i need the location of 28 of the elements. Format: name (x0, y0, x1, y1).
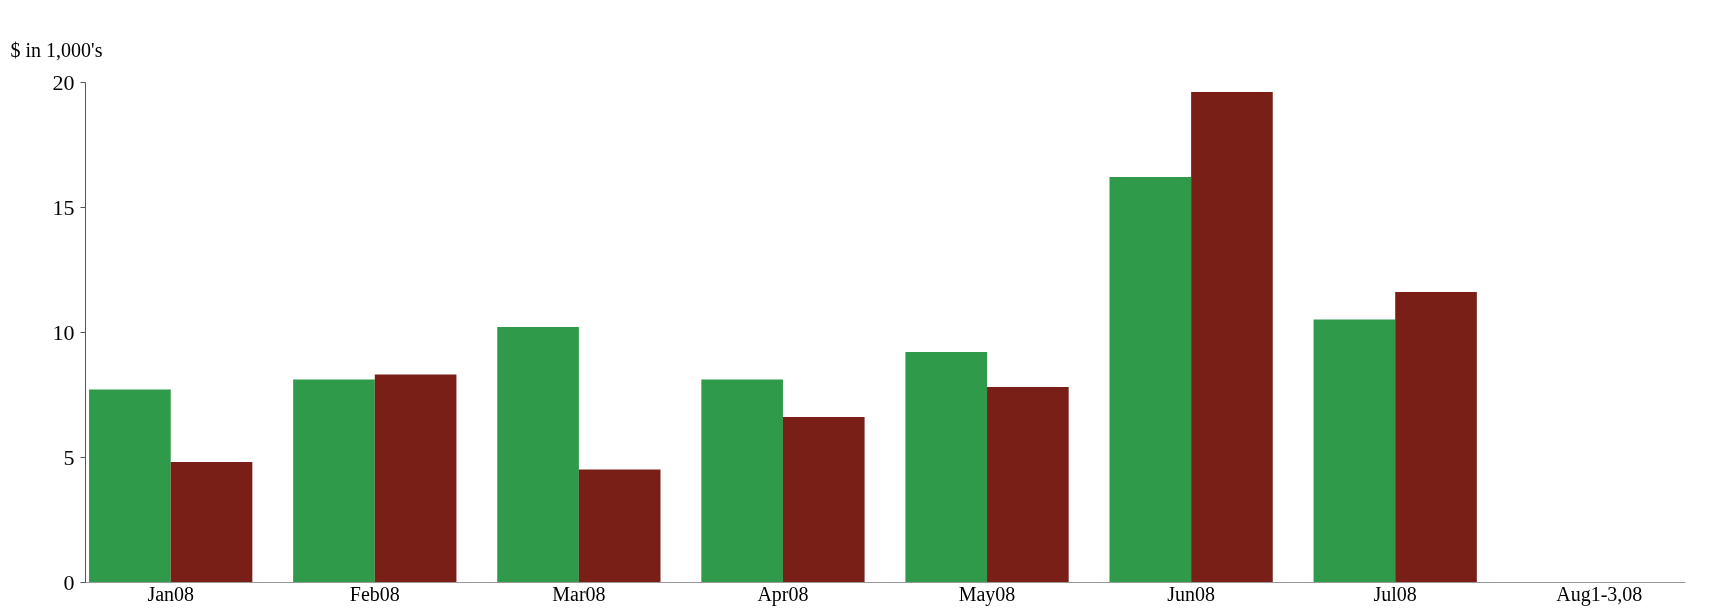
y-tick-label: 5 (63, 444, 75, 470)
y-tick-label: 20 (52, 69, 75, 95)
bar (293, 379, 375, 582)
x-tick-label: Jul08 (1373, 582, 1417, 605)
bar (170, 462, 253, 582)
bar (374, 374, 457, 582)
bar (497, 327, 579, 582)
x-tick-label: Mar08 (552, 582, 606, 605)
bar (1109, 177, 1192, 582)
x-tick-label: Apr08 (757, 582, 809, 606)
x-tick-label: Jun08 (1167, 582, 1216, 605)
y-tick-label: 15 (52, 194, 75, 220)
y-tick-label: 0 (63, 569, 75, 595)
x-tick-label: Aug1-3,08 (1556, 582, 1643, 606)
bar (905, 352, 988, 582)
bar (701, 379, 783, 582)
x-tick-label: Jan08 (147, 582, 195, 605)
bar (987, 387, 1069, 582)
bar (89, 389, 171, 582)
x-tick-label: May08 (958, 582, 1016, 606)
bar (578, 469, 661, 582)
bar (1191, 92, 1273, 582)
bar (1395, 292, 1477, 582)
bar (782, 417, 865, 582)
bar (1313, 319, 1396, 582)
y-tick-label: 10 (52, 319, 75, 345)
y-axis-title: $ in 1,000's (10, 38, 103, 61)
x-tick-label: Feb08 (349, 582, 400, 605)
